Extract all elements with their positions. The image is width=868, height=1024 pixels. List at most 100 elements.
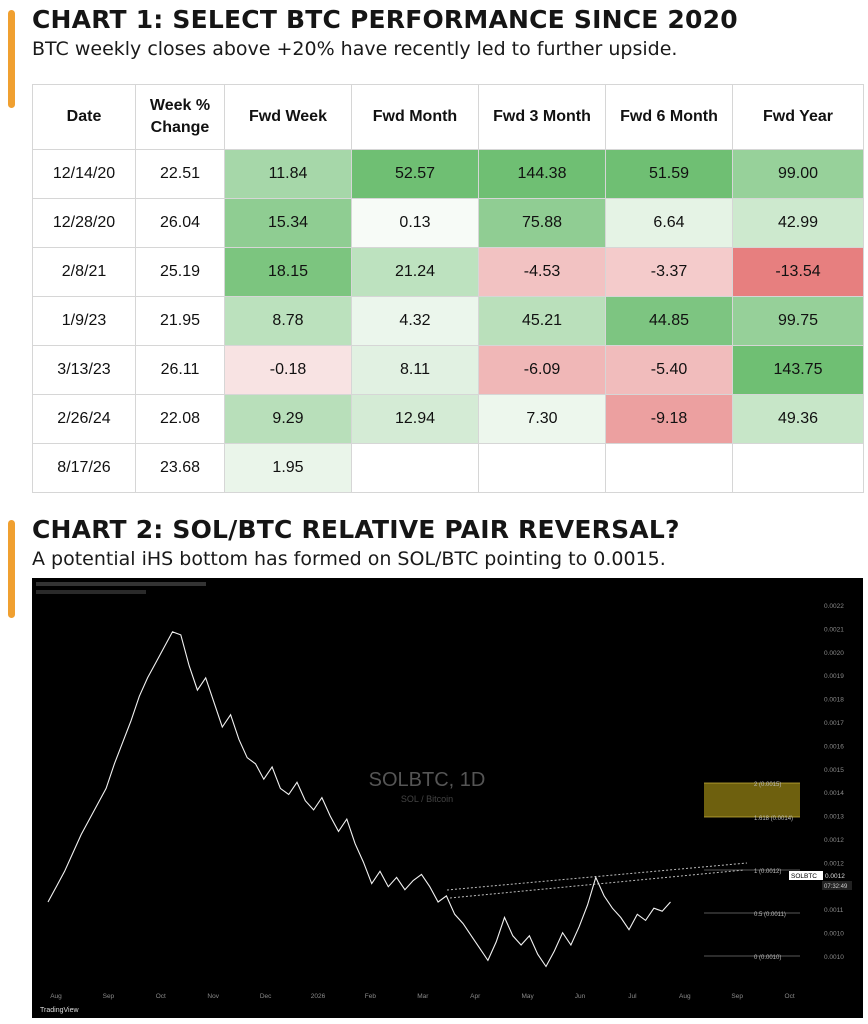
table-cell: 144.38 (478, 149, 606, 199)
table-row: 8/17/26 23.68 1.95 (32, 443, 864, 493)
y-tick-label: 0.0016 (824, 743, 844, 750)
table-cell: -4.53 (478, 247, 606, 297)
table-row: 12/14/20 22.51 11.84 52.57 144.38 51.59 99.00 (32, 149, 864, 199)
price-tag-value: 0.0012 (825, 873, 845, 880)
table-cell (732, 443, 864, 493)
y-tick-label: 0.0015 (824, 767, 844, 774)
table-cell: 12/14/20 (32, 149, 136, 199)
price-tag-countdown-bg (822, 881, 852, 890)
chart-header-strip (36, 582, 206, 586)
y-tick-label: 0.0010 (824, 954, 844, 961)
y-tick-label: 0.0020 (824, 650, 844, 657)
x-tick-label: Dec (260, 993, 272, 1000)
table-cell: 26.04 (135, 198, 225, 248)
table-cell: 25.19 (135, 247, 225, 297)
y-axis: 0.0022 0.0021 0.0020 0.0019 0.0018 0.0017 0.00… (824, 603, 844, 961)
table-cell: -9.18 (605, 394, 733, 444)
table-row: 3/13/23 26.11 -0.18 8.11 -6.09 -5.40 143.75 (32, 345, 864, 395)
table-cell: 45.21 (478, 296, 606, 346)
y-tick-label: 0.0014 (824, 790, 844, 797)
table-row: 2/8/21 25.19 18.15 21.24 -4.53 -3.37 -13.54 (32, 247, 864, 297)
chart1-subtitle: BTC weekly closes above +20% have recent… (32, 38, 678, 60)
fib-level-label: 0.5 (0.0011) (754, 912, 786, 918)
fib-level-label: 1 (0.0012) (754, 869, 781, 875)
x-tick-label: Jun (575, 993, 586, 1000)
table-cell: 6.64 (605, 198, 733, 248)
table-cell: -13.54 (732, 247, 864, 297)
table-body: 12/14/20 22.51 11.84 52.57 144.38 51.59 99.00 1… (32, 149, 864, 493)
table-cell: 0.13 (351, 198, 479, 248)
table-cell: 75.88 (478, 198, 606, 248)
y-tick-label: 0.0019 (824, 673, 844, 680)
table-cell: 21.24 (351, 247, 479, 297)
table-cell: 15.34 (224, 198, 352, 248)
table-cell: -0.18 (224, 345, 352, 395)
table-cell: 42.99 (732, 198, 864, 248)
solbtc-chart: SOLBTC, 1D SOL / Bitcoin 2 (0.0015) 1.618… (32, 578, 863, 1018)
table-cell: 7.30 (478, 394, 606, 444)
y-tick-label: 0.0010 (824, 931, 844, 938)
price-tag-symbol: SOLBTC (791, 873, 817, 880)
table-cell: 99.75 (732, 296, 864, 346)
x-tick-label: Feb (365, 993, 377, 1000)
y-tick-label: 0.0018 (824, 697, 844, 704)
table-cell: -3.37 (605, 247, 733, 297)
column-header: Fwd Year (732, 84, 864, 150)
table-cell (351, 443, 479, 493)
table-cell: 2/8/21 (32, 247, 136, 297)
watermark-name: SOL / Bitcoin (401, 794, 453, 804)
table-cell: 44.85 (605, 296, 733, 346)
column-header: Week % Change (135, 84, 225, 150)
x-tick-label: Apr (470, 993, 481, 1000)
chart-legend-strip (36, 590, 146, 594)
table-cell (605, 443, 733, 493)
table-cell: 3/13/23 (32, 345, 136, 395)
y-tick-label: 0.0012 (824, 837, 844, 844)
x-tick-label: Aug (50, 993, 62, 1000)
price-tag-countdown: 07:32:49 (824, 884, 848, 890)
x-tick-label: Sep (731, 993, 743, 1000)
tradingview-logo: TradingView (40, 1007, 79, 1014)
performance-table: Date Week % Change Fwd Week Fwd Month Fwd 3 … (32, 84, 864, 493)
column-header: Fwd 3 Month (478, 84, 606, 150)
table-cell: 2/26/24 (32, 394, 136, 444)
table-cell: 21.95 (135, 296, 225, 346)
table-cell: 1.95 (224, 443, 352, 493)
x-tick-label: Mar (417, 993, 429, 1000)
fib-level-label: 0 (0.0010) (754, 955, 781, 961)
x-tick-label: Oct (156, 993, 166, 1000)
x-tick-label: 2026 (311, 993, 326, 1000)
fib-level-label: 2 (0.0015) (754, 782, 781, 788)
x-tick-label: May (521, 993, 534, 1000)
y-tick-label: 0.0012 (824, 860, 844, 867)
table-cell: 143.75 (732, 345, 864, 395)
chart2-subtitle: A potential iHS bottom has formed on SOL… (32, 548, 666, 570)
column-header: Fwd 6 Month (605, 84, 733, 150)
table-cell (478, 443, 606, 493)
table-cell: 8.78 (224, 296, 352, 346)
x-axis: Aug Sep Oct Nov Dec 2026 Feb Mar Apr May Jun Jul Aug… (50, 993, 795, 1000)
y-tick-label: 0.0013 (824, 814, 844, 821)
x-tick-label: Oct (785, 993, 795, 1000)
column-header: Fwd Month (351, 84, 479, 150)
chart2-title: CHART 2: SOL/BTC RELATIVE PAIR REVERSAL? (32, 515, 680, 544)
y-tick-label: 0.0017 (824, 720, 844, 727)
price-tag-symbol-bg (789, 871, 823, 880)
table-cell: 9.29 (224, 394, 352, 444)
table-cell: 8/17/26 (32, 443, 136, 493)
table-cell: -6.09 (478, 345, 606, 395)
watermark-symbol: SOLBTC, 1D (369, 769, 486, 791)
fib-level-label: 1.618 (0.0014) (754, 816, 793, 822)
table-header-row: Date Week % Change Fwd Week Fwd Month Fwd 3 … (32, 84, 864, 150)
x-tick-label: Sep (103, 993, 115, 1000)
fib-levels: 2 (0.0015) 1.618 (0.0014) 1 (0.0012) 0.5 (0… (704, 782, 800, 961)
x-tick-label: Jul (628, 993, 637, 1000)
table-cell: 22.51 (135, 149, 225, 199)
table-cell: 52.57 (351, 149, 479, 199)
x-tick-label: Nov (207, 993, 219, 1000)
table-cell: 26.11 (135, 345, 225, 395)
table-cell: 51.59 (605, 149, 733, 199)
price-line (47, 631, 671, 968)
y-tick-label: 0.0011 (824, 907, 844, 914)
table-row: 2/26/24 22.08 9.29 12.94 7.30 -9.18 49.36 (32, 394, 864, 444)
